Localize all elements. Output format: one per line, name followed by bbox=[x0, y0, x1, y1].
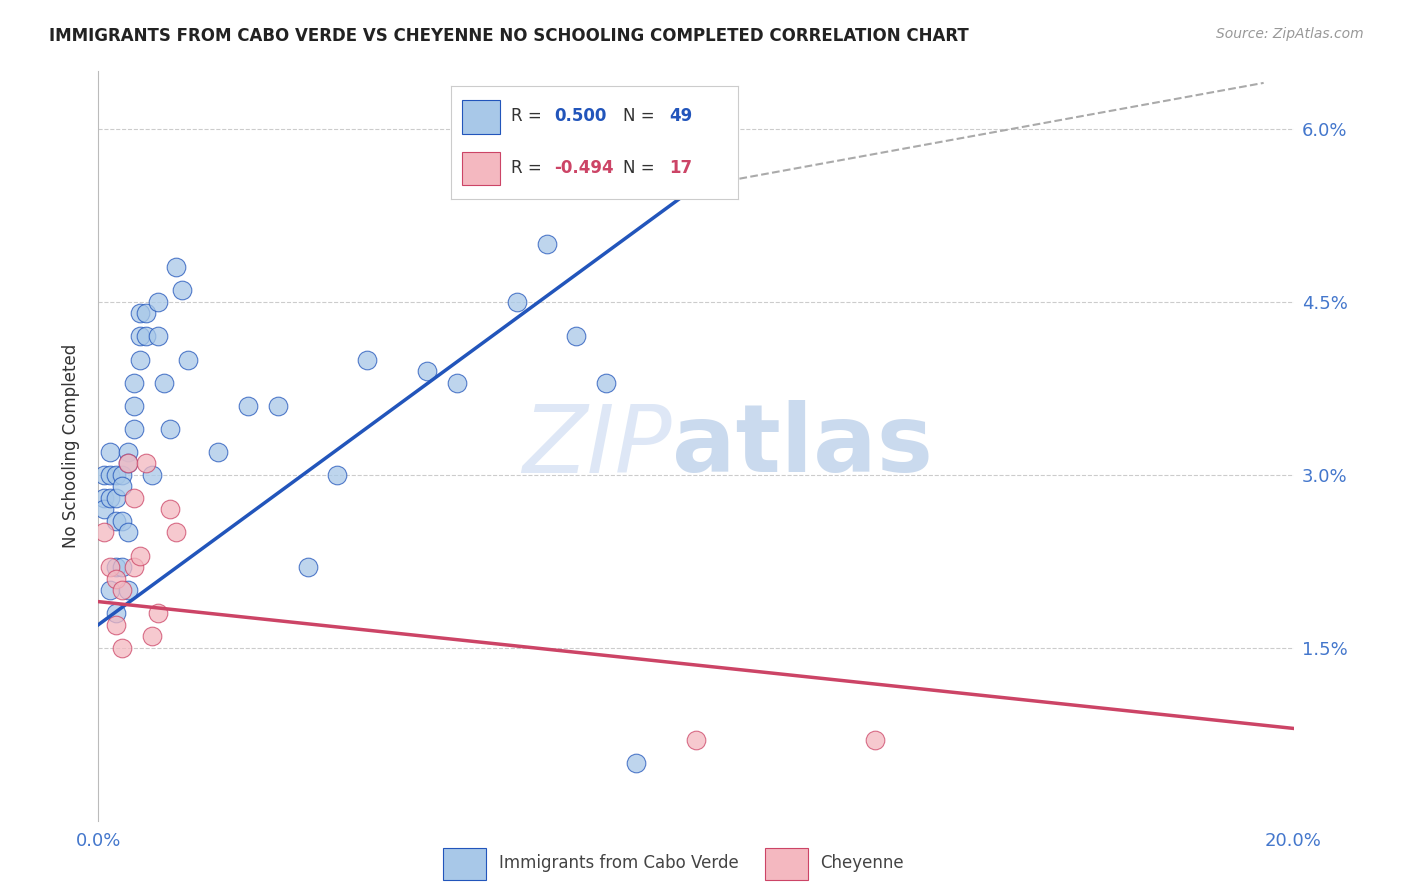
Point bbox=[111, 640, 134, 655]
Point bbox=[416, 364, 439, 378]
Point bbox=[159, 502, 181, 516]
Point bbox=[129, 306, 152, 320]
Point bbox=[105, 617, 128, 632]
Point bbox=[124, 491, 146, 505]
Point bbox=[93, 491, 115, 505]
Point bbox=[177, 352, 200, 367]
Point bbox=[356, 352, 378, 367]
Point bbox=[865, 733, 887, 747]
Text: Source: ZipAtlas.com: Source: ZipAtlas.com bbox=[1216, 27, 1364, 41]
Point bbox=[595, 376, 617, 390]
Point bbox=[105, 491, 128, 505]
Point bbox=[153, 376, 176, 390]
Point bbox=[129, 329, 152, 343]
Point bbox=[135, 306, 157, 320]
Point bbox=[117, 525, 139, 540]
Point bbox=[93, 525, 115, 540]
Point bbox=[172, 284, 194, 298]
Point bbox=[148, 329, 170, 343]
Point bbox=[111, 560, 134, 574]
Point bbox=[124, 422, 146, 436]
Point bbox=[111, 514, 134, 528]
Text: ZIP: ZIP bbox=[523, 401, 672, 491]
Point bbox=[105, 467, 128, 482]
Point bbox=[124, 560, 146, 574]
Point bbox=[105, 560, 128, 574]
Point bbox=[141, 467, 163, 482]
Point bbox=[93, 467, 115, 482]
Point bbox=[105, 606, 128, 620]
Text: Cheyenne: Cheyenne bbox=[821, 854, 904, 872]
Point bbox=[117, 444, 139, 458]
Point bbox=[98, 491, 122, 505]
Point bbox=[297, 560, 319, 574]
Point bbox=[111, 583, 134, 598]
Point bbox=[98, 444, 122, 458]
Point bbox=[135, 456, 157, 470]
Text: IMMIGRANTS FROM CABO VERDE VS CHEYENNE NO SCHOOLING COMPLETED CORRELATION CHART: IMMIGRANTS FROM CABO VERDE VS CHEYENNE N… bbox=[49, 27, 969, 45]
Bar bbox=[765, 848, 808, 880]
Point bbox=[267, 399, 290, 413]
Point bbox=[93, 502, 115, 516]
Point bbox=[506, 294, 529, 309]
Point bbox=[446, 376, 468, 390]
Point bbox=[165, 260, 187, 275]
Point bbox=[326, 467, 349, 482]
Point bbox=[129, 549, 152, 563]
Point bbox=[111, 479, 134, 493]
Point bbox=[117, 456, 139, 470]
Point bbox=[105, 572, 128, 586]
Y-axis label: No Schooling Completed: No Schooling Completed bbox=[62, 344, 80, 548]
Point bbox=[105, 514, 128, 528]
Point bbox=[236, 399, 259, 413]
Point bbox=[685, 733, 707, 747]
Point bbox=[148, 606, 170, 620]
Bar bbox=[443, 848, 486, 880]
Point bbox=[117, 456, 139, 470]
Point bbox=[98, 583, 122, 598]
Point bbox=[124, 399, 146, 413]
Text: Immigrants from Cabo Verde: Immigrants from Cabo Verde bbox=[499, 854, 738, 872]
Point bbox=[141, 629, 163, 643]
Point bbox=[98, 560, 122, 574]
Point bbox=[129, 352, 152, 367]
Point bbox=[135, 329, 157, 343]
Point bbox=[111, 467, 134, 482]
Point bbox=[117, 583, 139, 598]
Point bbox=[98, 467, 122, 482]
Text: atlas: atlas bbox=[672, 400, 934, 492]
Point bbox=[536, 237, 558, 252]
Point bbox=[148, 294, 170, 309]
Point bbox=[565, 329, 588, 343]
Point bbox=[626, 756, 648, 770]
Point bbox=[124, 376, 146, 390]
Point bbox=[165, 525, 187, 540]
Point bbox=[159, 422, 181, 436]
Point bbox=[207, 444, 229, 458]
